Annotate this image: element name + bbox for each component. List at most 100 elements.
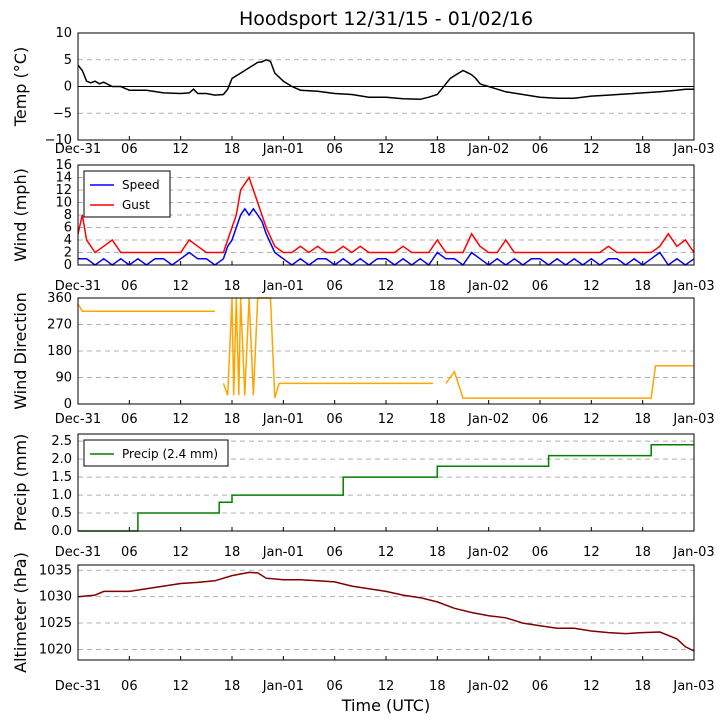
direction-x-tick-label: 18 [634, 412, 651, 427]
altimeter-axes-frame [77, 564, 695, 661]
altimeter-x-tick-label: 18 [429, 679, 446, 694]
direction-x-tick-label: 12 [172, 412, 189, 427]
wind-y-tick-label: 14 [55, 171, 72, 186]
temp-x-tick-label: Jan-01 [262, 142, 304, 157]
precip-y-tick-label: 0.0 [51, 524, 72, 539]
temp-x-tick-label: 12 [378, 142, 395, 157]
wind-legend-label: Speed [122, 178, 160, 192]
precip-x-tick-label: 06 [532, 545, 549, 560]
direction-x-tick-label: 12 [378, 412, 395, 427]
altimeter-x-tick-label: Jan-01 [262, 679, 304, 694]
wind-y-tick-label: 12 [55, 183, 72, 198]
direction-y-axis-label: Wind Direction [11, 292, 30, 410]
altimeter-x-tick-label: 18 [224, 679, 241, 694]
precip-x-tick-label: Dec-31 [55, 545, 101, 560]
wind-x-tick-label: Jan-01 [262, 279, 304, 294]
precip-axes-frame [77, 433, 695, 532]
temp-x-tick-label: 06 [532, 142, 549, 157]
x-axis-label: Time (UTC) [341, 696, 430, 715]
precip-x-tick-label: Jan-02 [467, 545, 509, 560]
precip-x-tick-label: 12 [172, 545, 189, 560]
precip-x-tick-label: 06 [121, 545, 138, 560]
precip-legend-label: Precip (2.4 mm) [122, 447, 218, 461]
wind-x-tick-label: 12 [378, 279, 395, 294]
direction-y-tick-label: 180 [47, 344, 72, 359]
precip-x-tick-label: 06 [326, 545, 343, 560]
precip-legend: Precip (2.4 mm) [83, 439, 229, 467]
chart-title: Hoodsport 12/31/15 - 01/02/16 [239, 8, 533, 30]
precip-series-precip-2-4-mm- [78, 444, 694, 532]
wind-y-tick-label: 4 [64, 233, 72, 248]
precip-y-axis-label: Precip (mm) [11, 434, 30, 532]
altimeter-x-tick-label: 12 [172, 679, 189, 694]
wind-axes-frame [77, 164, 695, 266]
altimeter-panel: 1035 1030 1025 1020 Altimeter (hPa) Dec-31 06 1… [11, 552, 715, 694]
temp-x-tick-label: 06 [326, 142, 343, 157]
wind-x-tick-label: 18 [429, 279, 446, 294]
direction-x-tick-label: 06 [121, 412, 138, 427]
direction-series-direction [77, 297, 694, 399]
temp-y-tick-label: 10 [55, 26, 72, 41]
temp-series-temp [77, 58, 694, 101]
wind-x-tick-label: Dec-31 [55, 279, 101, 294]
altimeter-x-tick-label: 06 [121, 679, 138, 694]
precip-x-tick-label: 18 [224, 545, 241, 560]
temp-x-tick-label: 06 [121, 142, 138, 157]
precip-x-tick-label: 12 [583, 545, 600, 560]
precip-x-tick-label: Jan-01 [262, 545, 304, 560]
direction-y-tick-label: 270 [47, 318, 72, 333]
temp-x-tick-label: 18 [429, 142, 446, 157]
direction-x-tick-label: Jan-01 [262, 412, 304, 427]
altimeter-x-tick-label: 06 [532, 679, 549, 694]
wind-series-gust [77, 175, 695, 254]
altimeter-x-tick-label: Dec-31 [55, 679, 101, 694]
temp-y-tick-label: 5 [64, 53, 72, 68]
wind-y-tick-label: 8 [64, 208, 72, 223]
temp-x-tick-label: 12 [583, 142, 600, 157]
temp-x-tick-label: Jan-03 [672, 142, 714, 157]
wind-x-tick-label: 06 [121, 279, 138, 294]
wind-x-tick-label: 12 [583, 279, 600, 294]
altimeter-x-tick-label: 12 [378, 679, 395, 694]
direction-x-tick-label: 06 [532, 412, 549, 427]
temp-x-tick-label: Jan-02 [467, 142, 509, 157]
temp-y-axis-label: Temp (°C) [11, 47, 30, 127]
wind-legend-box [83, 170, 171, 218]
wind-legend-label: Gust [122, 198, 150, 212]
altimeter-x-tick-label: 06 [326, 679, 343, 694]
altimeter-x-tick-label: 12 [583, 679, 600, 694]
precip-legend-box [83, 439, 229, 467]
precip-y-tick-label: 1.5 [51, 470, 72, 485]
wind-y-tick-label: 2 [64, 246, 72, 261]
altimeter-y-tick-label: 1020 [39, 642, 72, 657]
wind-x-tick-label: 18 [634, 279, 651, 294]
wind-x-tick-label: 12 [172, 279, 189, 294]
wind-x-tick-label: Jan-03 [672, 279, 714, 294]
altimeter-y-axis-label: Altimeter (hPa) [11, 552, 30, 673]
direction-x-tick-label: 06 [326, 412, 343, 427]
wind-y-tick-label: 16 [55, 158, 72, 173]
precip-panel: 2.5 2.0 1.5 1.0 0.5 0.0 Precip (mm) Dec-31 06 12 1… [11, 433, 715, 560]
wind-y-tick-label: 6 [64, 221, 72, 236]
altimeter-y-tick-label: 1025 [39, 616, 72, 631]
direction-y-tick-label: 90 [55, 371, 72, 386]
precip-x-tick-label: 18 [429, 545, 446, 560]
altimeter-x-tick-label: 18 [634, 679, 651, 694]
temp-x-tick-label: Dec-31 [55, 142, 101, 157]
temp-x-tick-label: 18 [224, 142, 241, 157]
precip-y-tick-label: 2.5 [51, 434, 72, 449]
wind-legend: Speed Gust [83, 170, 171, 218]
temp-y-tick-label: 0 [64, 80, 72, 95]
wind-series-speed [78, 207, 695, 267]
wind-y-tick-label: 10 [55, 196, 72, 211]
precip-y-tick-label: 2.0 [51, 452, 72, 467]
altimeter-series-altimeter [77, 571, 695, 652]
direction-x-tick-label: 18 [224, 412, 241, 427]
wind-x-tick-label: 18 [224, 279, 241, 294]
direction-x-tick-label: Dec-31 [55, 412, 101, 427]
temp-x-tick-label: 18 [634, 142, 651, 157]
direction-x-tick-label: Jan-03 [672, 412, 714, 427]
precip-x-tick-label: 18 [634, 545, 651, 560]
